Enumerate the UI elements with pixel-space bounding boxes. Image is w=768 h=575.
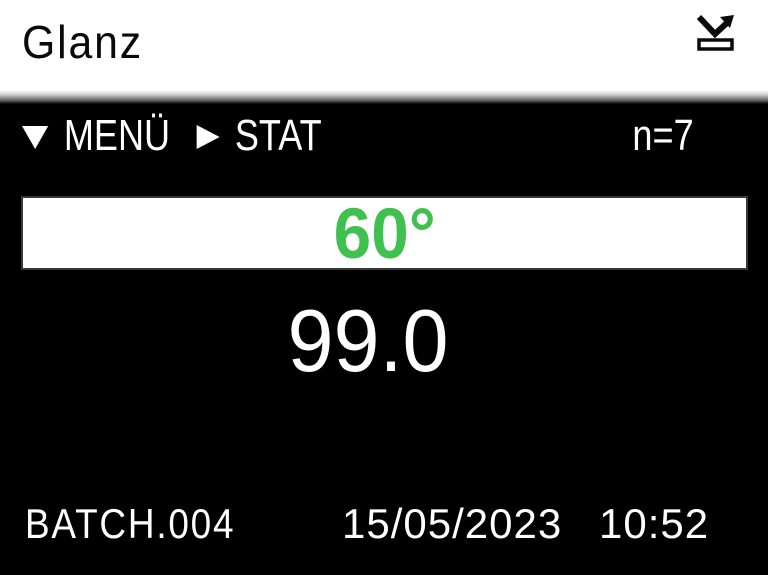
menu-bar: MENÜ STAT n=7 — [22, 114, 768, 158]
triangle-right-icon — [196, 125, 220, 149]
angle-value: 60° — [333, 194, 436, 274]
stat-button-label: STAT — [234, 111, 322, 160]
page-title: Glanz — [22, 16, 144, 68]
batch-label: BATCH.004 — [25, 500, 236, 547]
gloss-value: 99.0 — [287, 291, 449, 390]
stat-button[interactable]: STAT — [196, 111, 322, 160]
gloss-reflection-icon — [696, 14, 734, 51]
menu-group: MENÜ STAT — [22, 114, 322, 158]
date-label: 15/05/2023 — [342, 500, 563, 547]
angle-selector[interactable]: 60° — [21, 196, 748, 270]
menu-button-label: MENÜ — [63, 111, 171, 160]
sample-count: n=7 — [632, 111, 694, 160]
header-shadow — [0, 90, 768, 104]
triangle-down-icon — [22, 126, 49, 149]
menu-button[interactable]: MENÜ — [22, 114, 170, 158]
status-bar: BATCH.004 15/05/2023 10:52 — [0, 503, 768, 551]
header: Glanz — [0, 0, 768, 90]
time-label: 10:52 — [599, 500, 710, 547]
